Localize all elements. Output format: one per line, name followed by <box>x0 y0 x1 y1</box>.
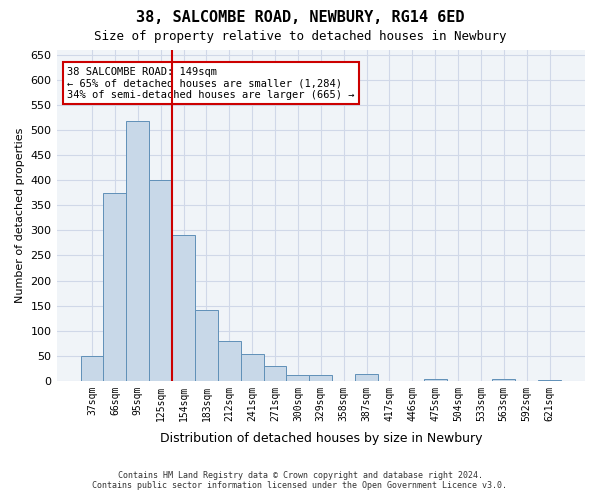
Bar <box>127 120 149 381</box>
Bar <box>241 354 263 381</box>
Bar <box>286 376 310 381</box>
Text: 38, SALCOMBE ROAD, NEWBURY, RG14 6ED: 38, SALCOMBE ROAD, NEWBURY, RG14 6ED <box>136 10 464 25</box>
Bar <box>80 356 103 381</box>
Bar <box>149 180 172 381</box>
Bar <box>493 380 515 381</box>
Y-axis label: Number of detached properties: Number of detached properties <box>15 128 25 303</box>
Text: 38 SALCOMBE ROAD: 149sqm
← 65% of detached houses are smaller (1,284)
34% of sem: 38 SALCOMBE ROAD: 149sqm ← 65% of detach… <box>67 66 355 100</box>
Text: Contains HM Land Registry data © Crown copyright and database right 2024.
Contai: Contains HM Land Registry data © Crown c… <box>92 470 508 490</box>
Text: Size of property relative to detached houses in Newbury: Size of property relative to detached ho… <box>94 30 506 43</box>
Bar <box>263 366 286 381</box>
Bar <box>103 193 127 381</box>
Bar <box>310 376 332 381</box>
X-axis label: Distribution of detached houses by size in Newbury: Distribution of detached houses by size … <box>160 432 482 445</box>
Bar <box>218 340 241 381</box>
Bar <box>195 310 218 381</box>
Bar <box>424 380 446 381</box>
Bar <box>355 374 378 381</box>
Bar <box>538 380 561 381</box>
Bar <box>172 235 195 381</box>
